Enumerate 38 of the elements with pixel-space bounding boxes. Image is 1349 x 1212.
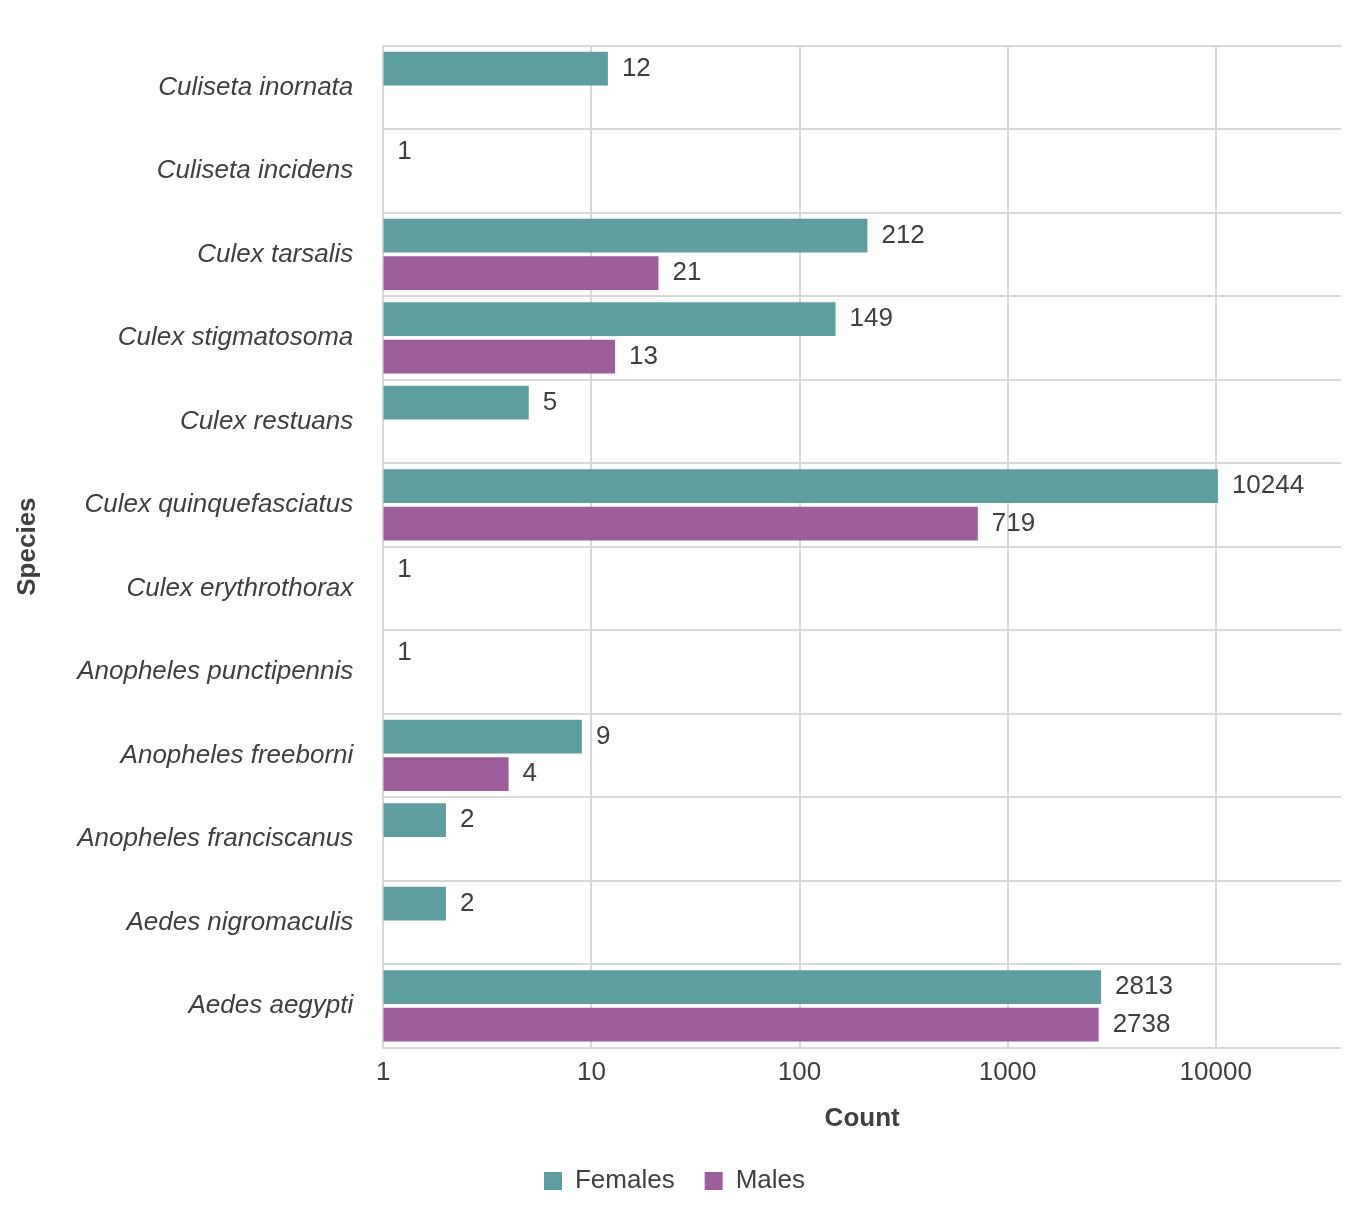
- y-tick-label: Culiseta inornata: [158, 70, 354, 101]
- x-tick-label: 100: [777, 1056, 822, 1087]
- y-tick-label: Culiseta incidens: [156, 154, 354, 185]
- data-label: 10244: [1231, 469, 1305, 500]
- y-tick-label: Culex erythrothorax: [126, 571, 355, 602]
- y-tick-label: Culex stigmatosoma: [117, 321, 354, 352]
- y-tick-label: Aedes nigromaculis: [124, 905, 354, 936]
- data-label: 13: [629, 339, 659, 370]
- y-tick-label: Culex quinquefasciatus: [84, 488, 354, 519]
- data-label: 21: [672, 256, 702, 287]
- y-tick-label: Culex tarsalis: [197, 237, 354, 268]
- data-label: 212: [881, 218, 925, 249]
- x-axis-title: Count: [824, 1101, 901, 1132]
- data-label: 4: [522, 757, 538, 788]
- data-label: 1: [397, 552, 412, 583]
- y-tick-label: Anopheles franciscanus: [75, 822, 354, 853]
- data-label: 1: [397, 135, 412, 166]
- data-label: 2: [459, 803, 475, 834]
- data-label: 1: [397, 636, 412, 667]
- data-label: 2738: [1112, 1007, 1171, 1038]
- y-tick-label: Aedes aegypti: [186, 989, 355, 1020]
- legend-label: Females: [574, 1164, 675, 1195]
- legend-label: Males: [735, 1164, 806, 1195]
- data-label: 2813: [1115, 970, 1173, 1001]
- data-label: 149: [849, 302, 893, 333]
- x-tick-label: 1: [376, 1056, 391, 1087]
- y-axis-title: Species: [10, 497, 41, 596]
- data-label: 719: [991, 506, 1036, 537]
- data-label: 5: [542, 385, 558, 416]
- data-label: 2: [459, 886, 475, 917]
- x-tick-label: 10000: [1179, 1056, 1252, 1087]
- y-tick-label: Anopheles punctipennis: [75, 655, 354, 686]
- x-tick-label: 10: [576, 1056, 606, 1087]
- y-tick-label: Anopheles freeborni: [118, 738, 355, 769]
- data-label: 9: [595, 719, 611, 750]
- x-tick-label: 1000: [978, 1056, 1037, 1087]
- data-label: 12: [621, 51, 651, 82]
- y-tick-label: Culex restuans: [179, 404, 354, 435]
